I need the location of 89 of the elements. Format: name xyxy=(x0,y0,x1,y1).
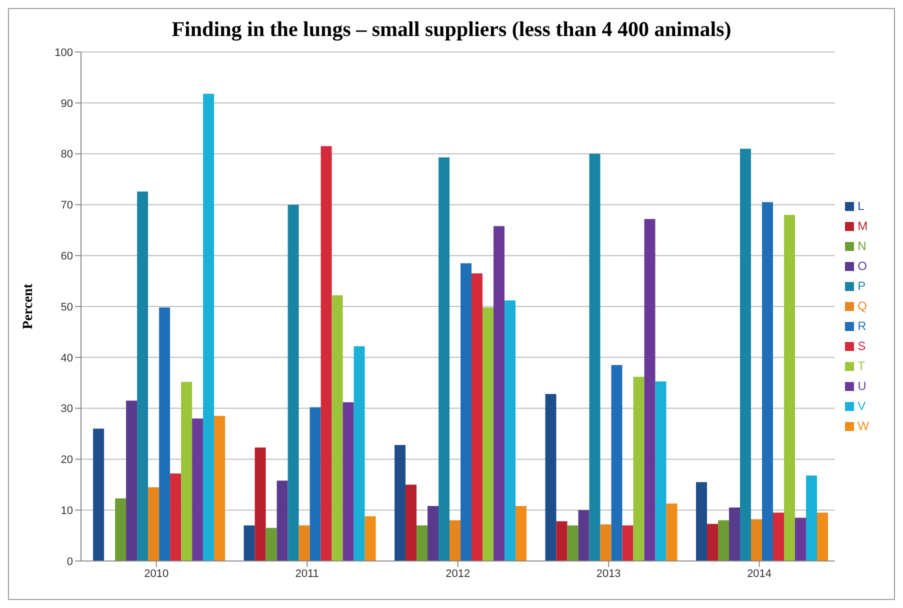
y-tick-label: 10 xyxy=(60,505,73,518)
bar xyxy=(438,157,450,561)
bar xyxy=(516,506,527,561)
bar xyxy=(740,148,751,561)
legend-label: U xyxy=(858,379,866,393)
x-tick-label: 2011 xyxy=(295,568,319,580)
y-axis-title: Percent xyxy=(20,283,36,330)
y-tick-label: 30 xyxy=(60,403,73,416)
legend-label: P xyxy=(858,279,866,293)
y-tick-label: 0 xyxy=(66,556,73,568)
y-tick-label: 90 xyxy=(60,98,73,110)
bar xyxy=(298,525,310,561)
y-tick-label: 40 xyxy=(60,352,73,364)
bar xyxy=(192,418,204,561)
bar xyxy=(567,525,578,561)
bar xyxy=(633,376,644,561)
bar xyxy=(115,498,126,561)
bar xyxy=(794,518,806,561)
legend-label: T xyxy=(858,359,866,373)
bar xyxy=(320,146,332,561)
bar xyxy=(706,524,718,561)
bar xyxy=(244,525,255,561)
bar xyxy=(728,508,740,561)
bar xyxy=(494,226,505,561)
bar xyxy=(666,503,678,561)
bar xyxy=(622,525,634,561)
chart-title: Finding in the lungs – small suppliers (less than 4 400 animals) xyxy=(170,17,732,42)
bar xyxy=(784,214,795,561)
y-tick-label: 80 xyxy=(60,148,73,161)
legend-label: N xyxy=(858,239,866,253)
bar xyxy=(472,273,483,561)
bar xyxy=(354,346,365,561)
bar xyxy=(578,510,590,561)
bar xyxy=(276,480,288,561)
y-tick-label: 70 xyxy=(60,200,73,212)
bar xyxy=(406,484,417,561)
bar xyxy=(762,202,773,561)
bar xyxy=(254,447,266,561)
x-tick-label: 2014 xyxy=(747,568,772,580)
bar xyxy=(364,516,376,561)
legend-label: R xyxy=(858,319,866,333)
x-tick-label: 2013 xyxy=(596,568,621,580)
bar xyxy=(342,402,354,561)
bar xyxy=(806,475,817,561)
bar xyxy=(181,382,192,561)
bar xyxy=(214,416,226,561)
bar xyxy=(644,218,656,561)
bar xyxy=(482,308,494,561)
y-tick-label: 100 xyxy=(54,46,73,59)
y-tick-label: 60 xyxy=(60,250,73,263)
legend-label: W xyxy=(858,419,869,433)
bar xyxy=(428,506,439,561)
bar xyxy=(170,473,182,561)
bar xyxy=(460,263,472,561)
bar xyxy=(137,191,148,561)
bar xyxy=(310,407,321,561)
bar xyxy=(772,512,784,561)
bar xyxy=(556,521,568,561)
bar xyxy=(750,519,762,561)
legend-label: S xyxy=(858,339,866,353)
bar xyxy=(696,482,707,561)
bar xyxy=(589,154,600,561)
legend-label: Q xyxy=(858,299,868,313)
bar xyxy=(816,512,828,561)
bar xyxy=(504,300,516,561)
bar xyxy=(416,525,428,561)
bar xyxy=(266,528,277,561)
bar xyxy=(394,444,406,561)
bar xyxy=(159,308,170,561)
x-tick-label: 2012 xyxy=(446,568,470,580)
bar xyxy=(450,520,461,561)
bar xyxy=(288,204,299,561)
bar xyxy=(611,365,622,561)
bar xyxy=(655,381,666,561)
bar xyxy=(203,94,214,561)
bar xyxy=(600,524,612,561)
bar xyxy=(93,428,104,561)
x-tick-label: 2010 xyxy=(144,568,169,580)
legend-label: O xyxy=(858,259,868,273)
legend-label: V xyxy=(858,399,866,413)
bar xyxy=(126,400,138,561)
bar xyxy=(545,394,556,561)
y-tick-label: 50 xyxy=(60,301,73,314)
bar xyxy=(332,295,343,561)
legend-label: L xyxy=(858,199,864,213)
bar xyxy=(148,487,160,561)
bar xyxy=(718,520,729,561)
y-tick-label: 20 xyxy=(60,454,73,466)
legend-label: M xyxy=(858,219,868,233)
